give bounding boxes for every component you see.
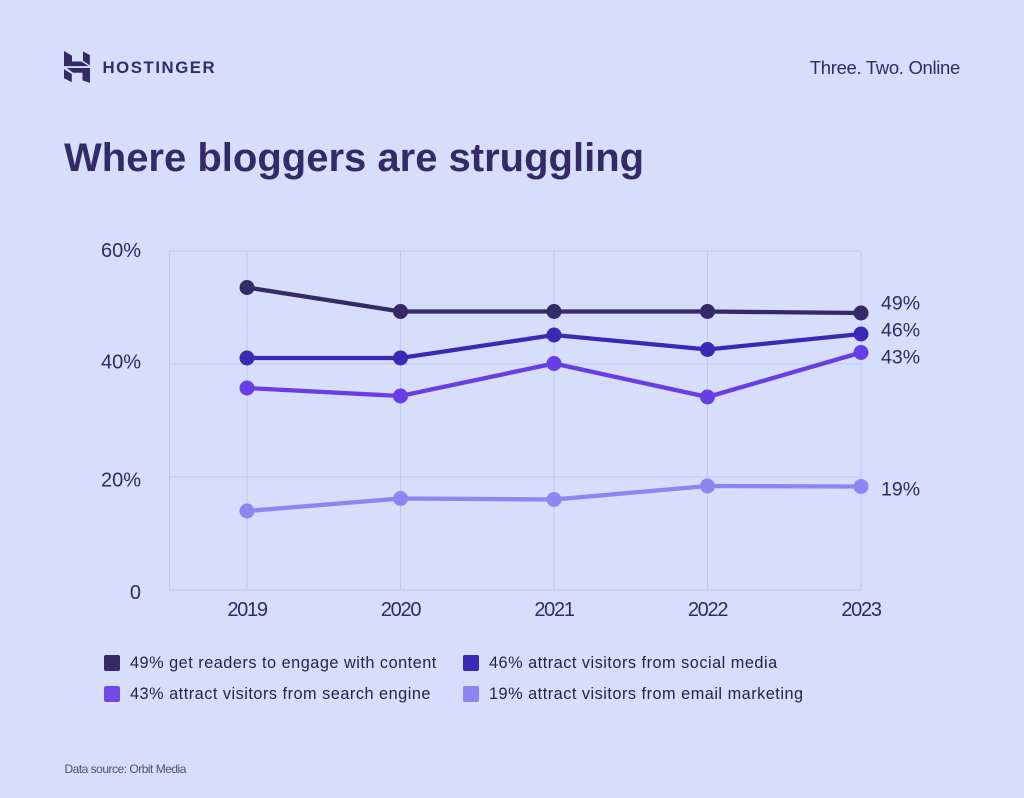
svg-text:19%: 19% bbox=[881, 478, 920, 500]
svg-text:46%: 46% bbox=[881, 320, 920, 342]
svg-text:20%: 20% bbox=[101, 470, 141, 492]
svg-text:2022: 2022 bbox=[688, 599, 728, 621]
svg-text:60%: 60% bbox=[101, 240, 141, 262]
svg-text:0: 0 bbox=[130, 582, 141, 604]
svg-text:40%: 40% bbox=[101, 352, 141, 374]
svg-text:49%: 49% bbox=[881, 293, 920, 315]
svg-text:2023: 2023 bbox=[841, 599, 881, 621]
svg-text:2020: 2020 bbox=[381, 599, 421, 621]
svg-text:2021: 2021 bbox=[534, 599, 574, 621]
svg-text:43%: 43% bbox=[881, 346, 920, 368]
svg-text:2019: 2019 bbox=[227, 599, 267, 621]
